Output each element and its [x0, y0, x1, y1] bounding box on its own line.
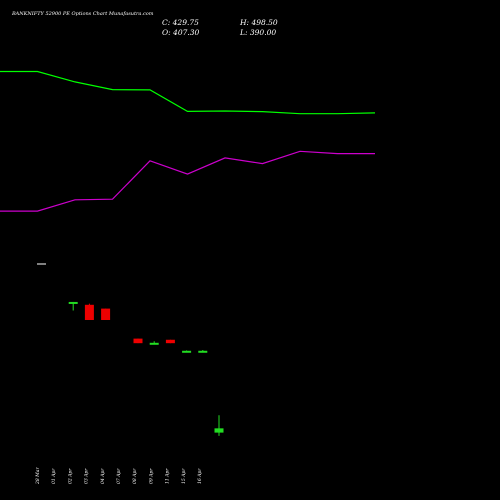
candles — [68, 301, 224, 436]
candle-03-apr — [101, 308, 111, 320]
candle-body — [182, 350, 192, 353]
indicator-line-1 — [0, 70, 376, 115]
high-readout: H: 498.50 — [239, 18, 278, 27]
candle-15-apr — [198, 350, 208, 353]
close-readout: C: 429.75 — [162, 18, 199, 27]
indicator-lines — [0, 70, 376, 212]
candle-body — [198, 350, 208, 353]
candle-body — [101, 308, 111, 320]
candle-body — [165, 339, 175, 344]
x-tick-label: 07 Apr — [116, 468, 122, 484]
candle-body — [84, 304, 94, 320]
candle-16-apr — [214, 415, 224, 436]
candle-body — [133, 338, 143, 344]
candle-08-apr — [149, 341, 159, 345]
x-tick-label: 08 Apr — [132, 468, 138, 484]
x-axis-tick-labels: 28 Mar 01 Apr 02 Apr 03 Apr 04 Apr 07 Apr 08 A… — [35, 467, 203, 485]
x-tick-label: 16 Apr — [197, 468, 203, 484]
indicator-line-2 — [0, 150, 375, 212]
candle-body — [149, 342, 159, 345]
x-tick-label: 04 Apr — [100, 468, 106, 484]
candle-09-apr — [165, 339, 175, 344]
candle-body — [68, 301, 78, 304]
x-tick-label: 28 Mar — [35, 467, 41, 485]
x-tick-label: 03 Apr — [84, 468, 90, 484]
x-tick-label: 01 Apr — [51, 468, 57, 484]
chart-title: BANKNIFTY 52900 PE Options Chart Munafas… — [11, 11, 154, 17]
low-readout: L: 390.00 — [239, 28, 276, 37]
x-tick-label: 02 Apr — [67, 468, 73, 484]
candle-11-apr — [182, 350, 192, 353]
x-tick-label: 09 Apr — [148, 468, 154, 484]
candle-02-apr — [84, 303, 94, 320]
candle-body — [214, 428, 224, 433]
open-readout: O: 407.30 — [162, 28, 200, 37]
x-tick-label: 15 Apr — [181, 468, 187, 484]
candle-01-apr — [68, 301, 78, 311]
x-tick-label: 11 Apr — [165, 468, 171, 484]
candle-07-apr — [133, 338, 143, 344]
